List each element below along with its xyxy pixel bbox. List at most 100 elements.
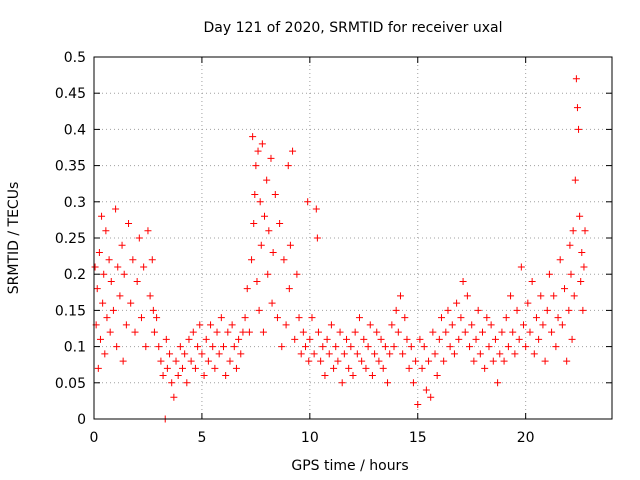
data-point: [166, 350, 174, 358]
data-point: [122, 321, 130, 329]
data-point: [429, 328, 437, 336]
data-point: [561, 285, 569, 293]
y-tick-label: 0.5: [64, 50, 86, 66]
data-point: [427, 393, 435, 401]
data-point: [568, 335, 576, 343]
data-point: [442, 328, 450, 336]
data-point: [444, 306, 452, 314]
y-tick-label: 0.15: [55, 303, 86, 319]
data-point: [459, 277, 467, 285]
data-point: [472, 335, 480, 343]
data-point: [289, 147, 297, 155]
data-point: [412, 357, 420, 365]
data-point: [567, 270, 575, 278]
data-point: [323, 335, 331, 343]
data-point: [189, 328, 197, 336]
data-point: [306, 335, 314, 343]
data-point: [194, 343, 202, 351]
data-point: [267, 154, 275, 162]
data-point: [386, 350, 394, 358]
data-point: [286, 241, 294, 249]
data-point: [256, 198, 264, 206]
data-point: [265, 227, 273, 235]
data-point: [535, 335, 543, 343]
data-point: [570, 292, 578, 300]
y-tick-label: 0.2: [64, 267, 86, 283]
data-point: [224, 328, 232, 336]
data-point: [517, 263, 525, 271]
data-point: [571, 176, 579, 184]
data-point: [313, 234, 321, 242]
data-point: [321, 372, 329, 380]
data-point: [94, 364, 102, 372]
data-point: [100, 270, 108, 278]
data-point: [273, 314, 281, 322]
data-point: [254, 147, 262, 155]
data-point: [153, 314, 161, 322]
data-point: [213, 328, 221, 336]
chart-title: Day 121 of 2020, SRMTID for receiver uxa…: [203, 20, 502, 36]
data-point: [119, 357, 127, 365]
data-point: [433, 372, 441, 380]
data-point: [245, 328, 253, 336]
y-tick-label: 0.4: [64, 122, 86, 138]
data-point: [114, 263, 122, 271]
data-point: [252, 162, 260, 170]
data-point: [258, 140, 266, 148]
data-point: [578, 248, 586, 256]
data-point: [353, 350, 361, 358]
data-point: [120, 270, 128, 278]
data-point: [187, 357, 195, 365]
data-point: [118, 241, 126, 249]
data-point: [476, 350, 484, 358]
data-point: [494, 379, 502, 387]
data-point: [237, 350, 245, 358]
data-point: [565, 306, 573, 314]
data-point: [366, 321, 374, 329]
data-point: [176, 343, 184, 351]
data-point: [150, 328, 158, 336]
data-point: [103, 314, 111, 322]
x-tick-label: 0: [90, 430, 99, 446]
data-point: [222, 372, 230, 380]
data-point: [149, 306, 157, 314]
data-point: [513, 306, 521, 314]
data-point: [409, 379, 417, 387]
data-point: [504, 343, 512, 351]
data-point: [355, 314, 363, 322]
data-point: [379, 364, 387, 372]
data-point: [191, 364, 199, 372]
data-point: [162, 335, 170, 343]
data-point: [198, 350, 206, 358]
data-point: [304, 198, 312, 206]
data-point: [575, 125, 583, 133]
data-point: [243, 285, 251, 293]
data-point: [351, 328, 359, 336]
data-point: [384, 379, 392, 387]
data-point: [435, 335, 443, 343]
data-point: [253, 277, 261, 285]
data-point: [572, 75, 580, 83]
data-point: [297, 350, 305, 358]
data-point: [241, 314, 249, 322]
data-point: [579, 306, 587, 314]
data-point: [99, 299, 107, 307]
y-tick-label: 0.1: [64, 340, 86, 356]
data-point: [196, 321, 204, 329]
data-point: [340, 350, 348, 358]
data-point: [204, 357, 212, 365]
data-point: [446, 343, 454, 351]
data-point: [450, 350, 458, 358]
y-axis-label: SRMTID / TECUs: [6, 182, 22, 295]
data-point: [284, 162, 292, 170]
data-points: [91, 75, 589, 423]
data-point: [496, 350, 504, 358]
data-point: [491, 335, 499, 343]
data-point: [537, 292, 545, 300]
data-point: [157, 357, 165, 365]
data-point: [455, 335, 463, 343]
data-point: [257, 241, 265, 249]
data-point: [541, 357, 549, 365]
data-point: [580, 263, 588, 271]
data-point: [302, 343, 310, 351]
